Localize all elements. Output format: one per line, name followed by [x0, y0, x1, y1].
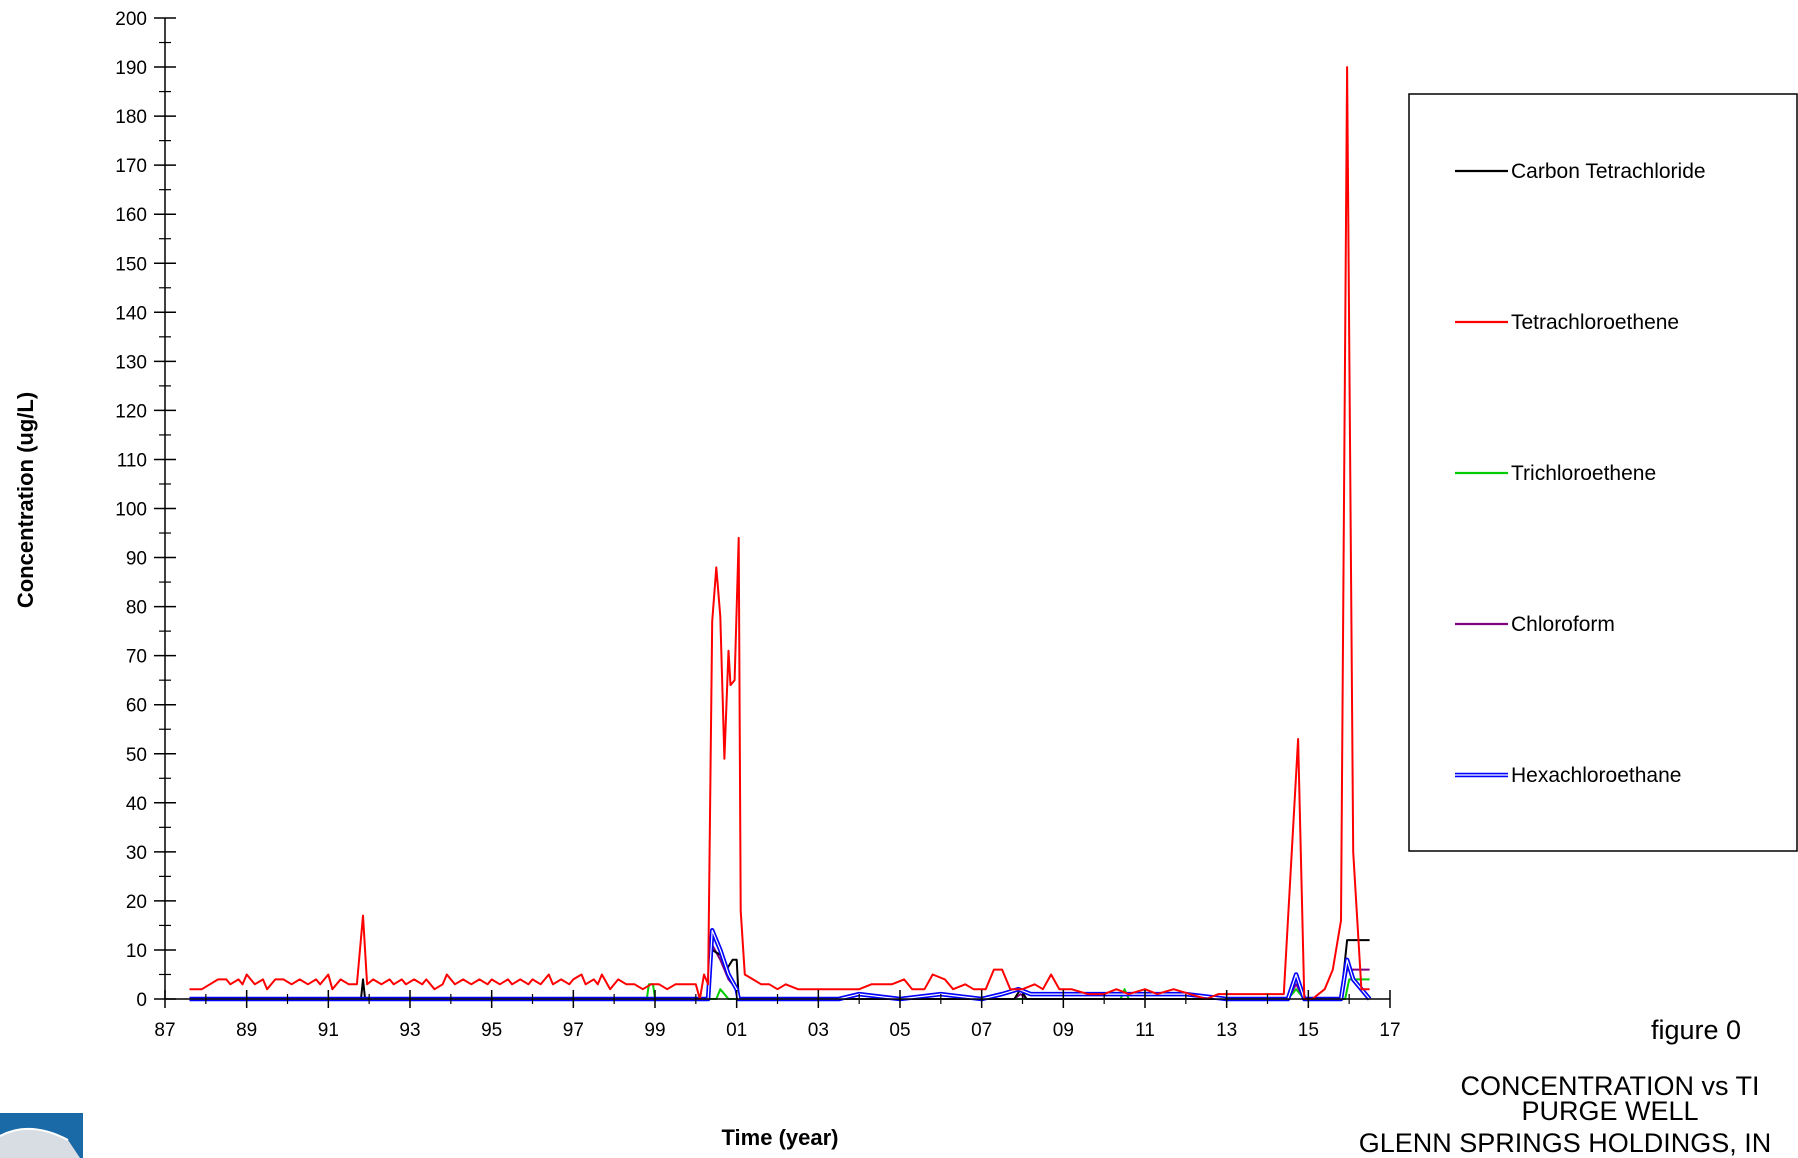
- x-tick-label: 15: [1298, 1020, 1319, 1041]
- y-tick-label: 110: [117, 450, 147, 471]
- x-tick-label: 05: [889, 1020, 910, 1041]
- plot-area: [189, 66, 1372, 1002]
- y-tick-label: 50: [126, 745, 147, 766]
- figure-number: figure 0: [1651, 1015, 1741, 1045]
- axes: 0102030405060708090100110120130140150160…: [115, 9, 1400, 1041]
- y-tick-label: 30: [126, 843, 147, 864]
- y-axis-ticks: 0 10 20 30 40 50 60 70 80 90 100 110 120 130 140 150 160…: [115, 9, 176, 1011]
- legend-label-hexachloroethane: Hexachloroethane: [1511, 764, 1681, 787]
- y-tick-label: 200: [115, 9, 147, 30]
- y-tick-label: 130: [115, 352, 147, 373]
- y-tick-label: 190: [115, 58, 147, 79]
- y-tick-label: 150: [115, 254, 147, 275]
- legend-label-tetrachloroethene: Tetrachloroethene: [1511, 311, 1679, 334]
- x-tick-label: 13: [1216, 1020, 1237, 1041]
- legend: Carbon Tetrachloride Tetrachloroethene Tri…: [1408, 93, 1798, 852]
- y-tick-label: 140: [115, 303, 147, 324]
- y-tick-label: 120: [115, 401, 147, 422]
- x-tick-label: 07: [971, 1020, 992, 1041]
- x-tick-label: 03: [808, 1020, 829, 1041]
- y-tick-label: 160: [115, 205, 147, 226]
- x-tick-label: 93: [399, 1020, 420, 1041]
- series-line-inner-hexachloroethane: [189, 929, 1371, 1000]
- y-tick-label: 170: [115, 156, 147, 177]
- x-tick-label: 17: [1379, 1020, 1400, 1041]
- caption-company: GLENN SPRINGS HOLDINGS, IN: [1359, 1128, 1772, 1158]
- caption-title: CONCENTRATION vs TI: [1460, 1071, 1759, 1101]
- y-tick-label: 80: [126, 598, 147, 619]
- legend-label-chloroform: Chloroform: [1511, 613, 1615, 636]
- company-logo: [0, 1113, 83, 1158]
- x-tick-label: 99: [644, 1020, 665, 1041]
- y-tick-label: 90: [126, 549, 147, 570]
- y-tick-label: 0: [136, 990, 147, 1011]
- x-axis-ticks: 87 89 91 93 95 97 99 01 03 05 07 09 11 13 15 17: [154, 990, 1401, 1041]
- x-axis-title: Time (year): [722, 1125, 839, 1150]
- y-tick-label: 180: [115, 107, 147, 128]
- x-tick-label: 97: [563, 1020, 584, 1041]
- figure-caption: figure 0 CONCENTRATION vs TI PURGE WELL …: [1359, 1015, 1772, 1158]
- series-line-tetrachloroethene: [189, 66, 1370, 1000]
- y-tick-label: 100: [115, 500, 147, 521]
- y-axis-title: Concentration (ug/L): [13, 392, 38, 608]
- x-tick-label: 95: [481, 1020, 502, 1041]
- caption-subtitle: PURGE WELL: [1521, 1096, 1698, 1126]
- x-tick-label: 01: [726, 1020, 747, 1041]
- y-tick-label: 40: [126, 794, 147, 815]
- y-tick-label: 70: [126, 647, 147, 668]
- x-tick-label: 09: [1053, 1020, 1074, 1041]
- y-tick-label: 20: [126, 892, 147, 913]
- legend-label-trichloroethene: Trichloroethene: [1511, 462, 1656, 485]
- x-tick-label: 87: [154, 1020, 175, 1041]
- legend-label-carbon-tetrachloride: Carbon Tetrachloride: [1511, 160, 1706, 183]
- x-tick-label: 89: [236, 1020, 257, 1041]
- x-tick-label: 91: [318, 1020, 339, 1041]
- x-tick-label: 11: [1135, 1020, 1155, 1041]
- y-tick-label: 10: [126, 941, 147, 962]
- y-tick-label: 60: [126, 696, 147, 717]
